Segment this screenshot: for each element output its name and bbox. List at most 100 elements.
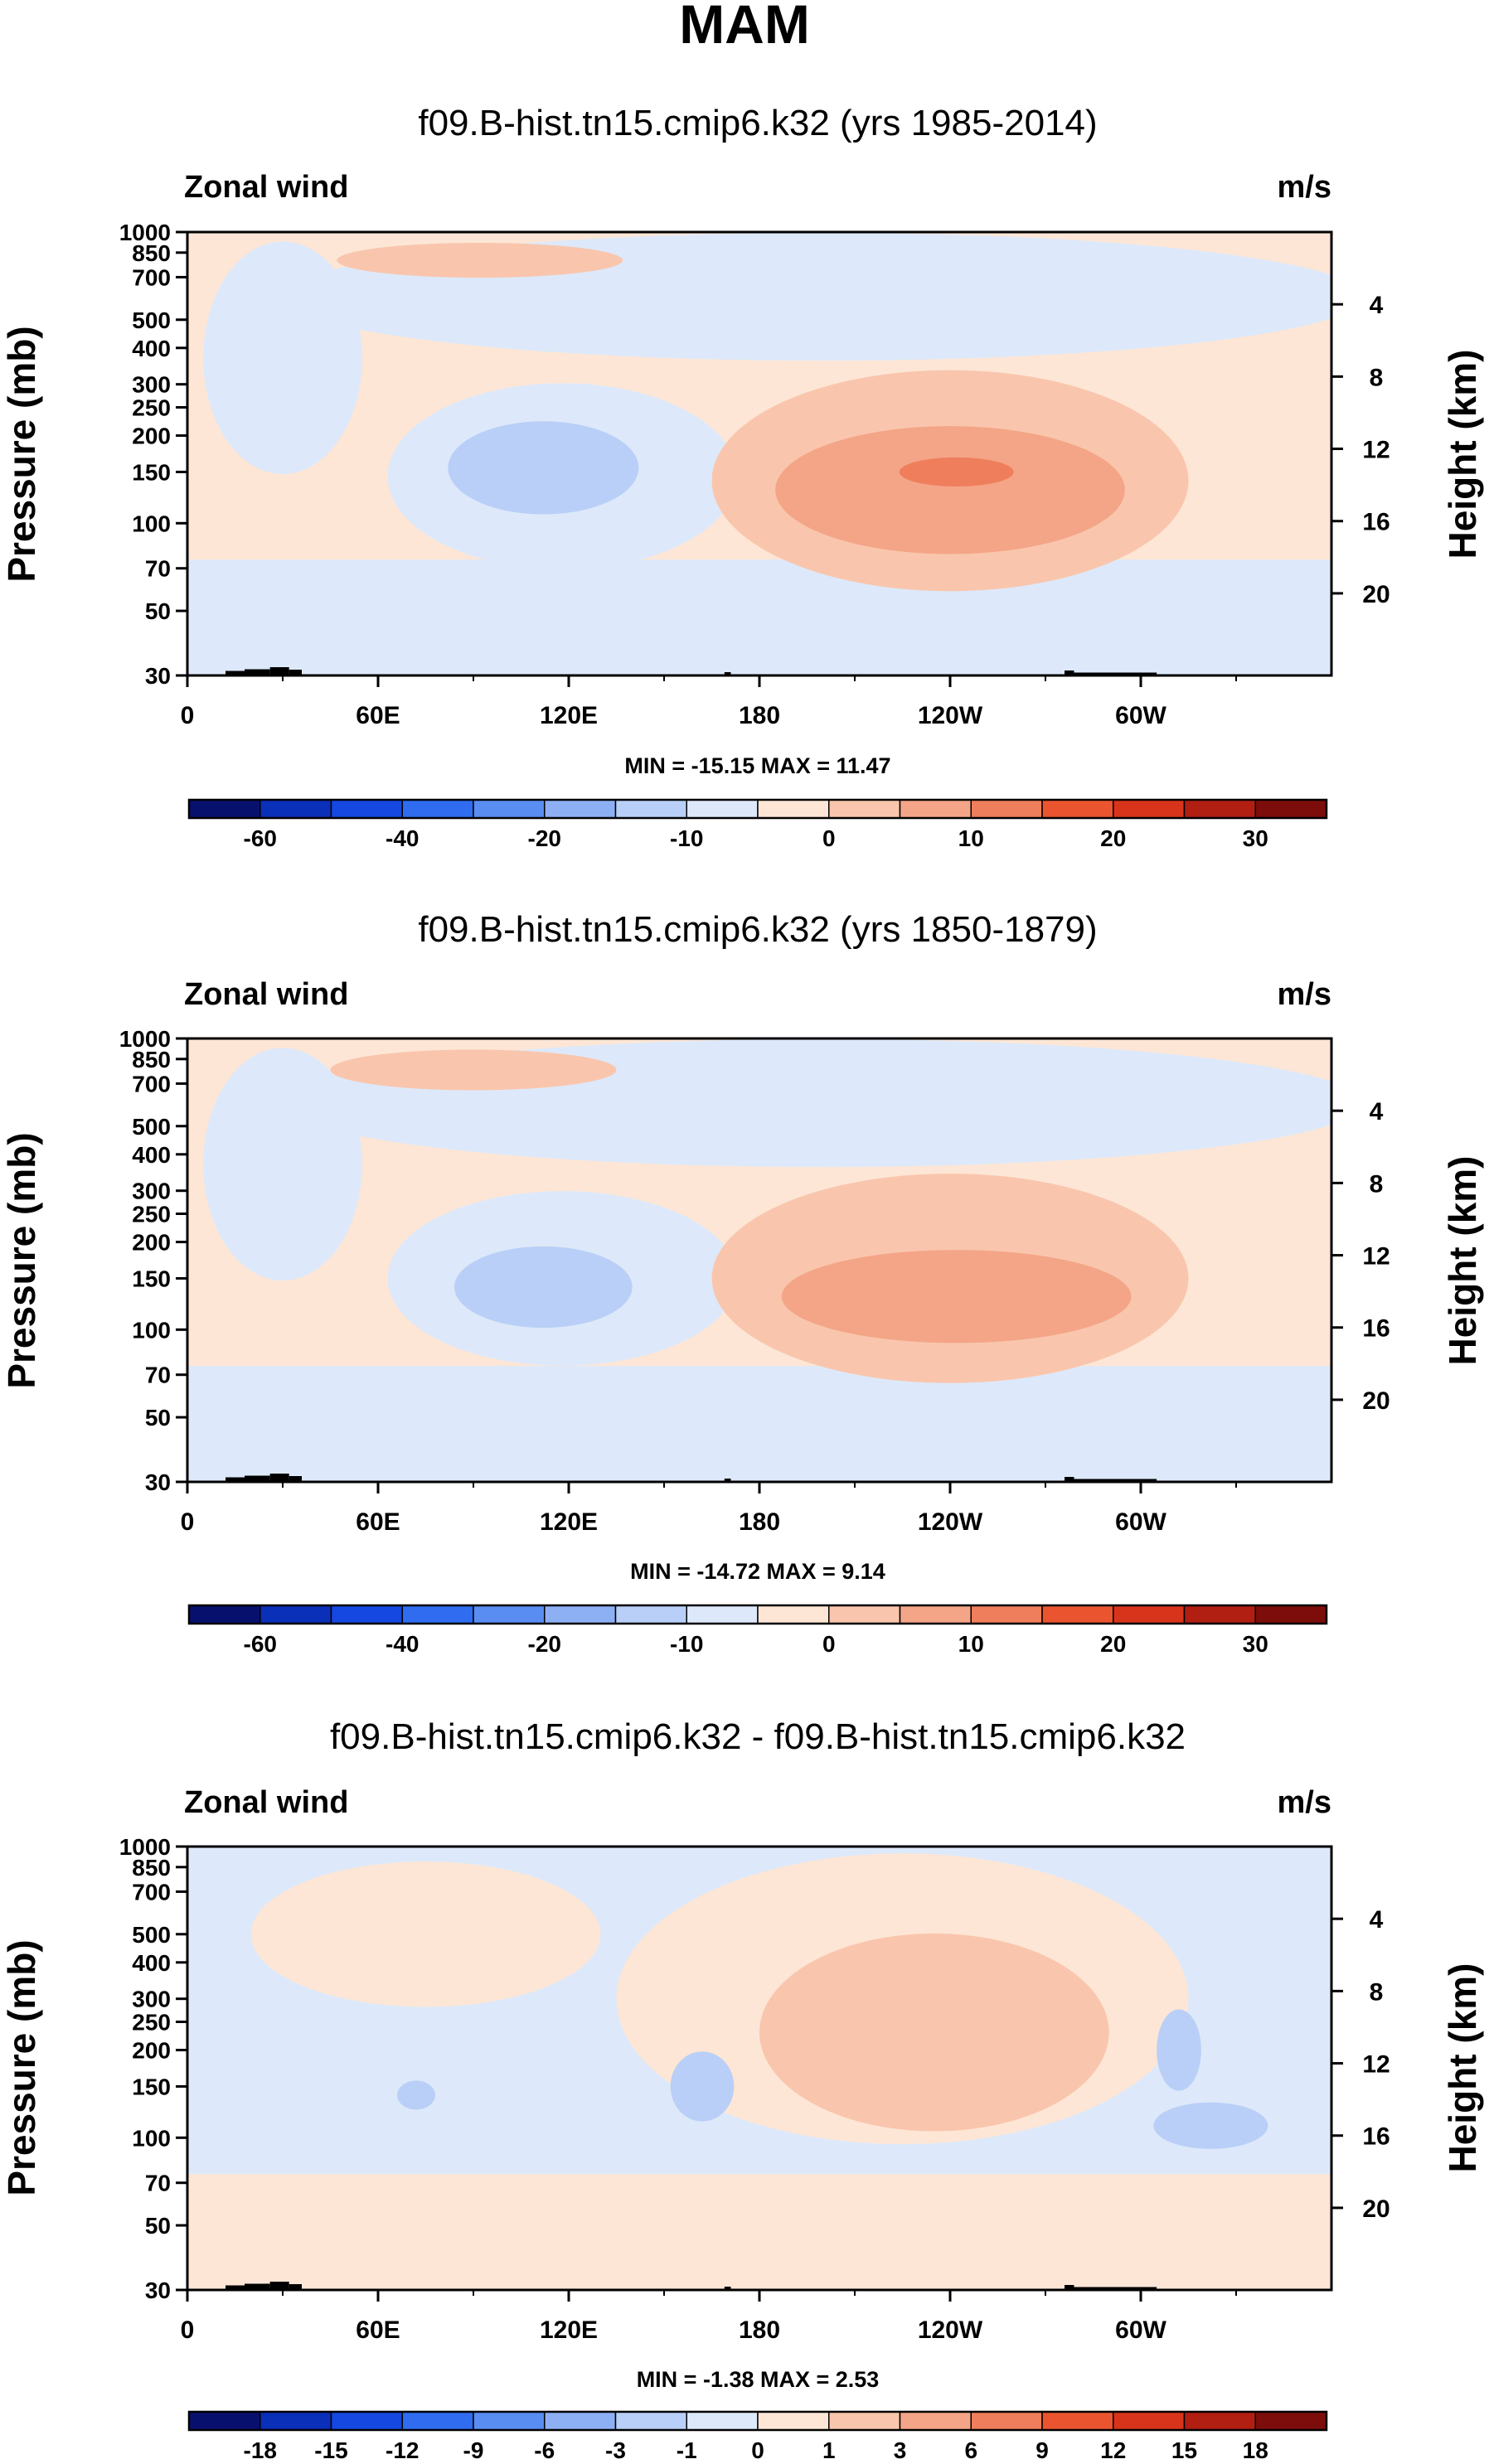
y-tick-label: 1000 (119, 220, 171, 245)
x-tick-label: 0 (181, 2316, 195, 2344)
colorbar-swatch (828, 799, 901, 819)
colorbar-label: 9 (1036, 2437, 1049, 2463)
x-tick-label: 120E (540, 702, 598, 729)
x-tick-label: 60W (1115, 2316, 1166, 2344)
colorbar-swatch (757, 1605, 830, 1624)
colorbar-label: -60 (244, 825, 277, 851)
colorbar-swatch (970, 1605, 1043, 1624)
colorbar-label: 1 (822, 2437, 836, 2463)
colorbar-swatch (686, 1605, 759, 1624)
y2-tick-label: 16 (1362, 509, 1390, 536)
topography (226, 1477, 245, 1482)
colorbar-swatch (970, 799, 1043, 819)
topography (724, 1479, 731, 1482)
colorbar-swatch (1041, 2411, 1114, 2431)
colorbar-swatch (188, 799, 261, 819)
colorbar-label: -9 (463, 2437, 484, 2463)
contour-region (250, 1861, 601, 2007)
colorbar-label: -60 (244, 1631, 277, 1657)
colorbar-label: 10 (958, 825, 984, 851)
colorbar-label: -10 (670, 825, 703, 851)
y-axis-label: Pressure (mb) (0, 1132, 43, 1388)
y-tick-label: 50 (145, 2213, 171, 2239)
colorbar-swatch (1183, 799, 1256, 819)
topography (1065, 670, 1074, 675)
colorbar-frame (187, 1604, 1328, 1625)
colorbar-swatch (1041, 1605, 1114, 1624)
colorbar-label: 30 (1243, 1631, 1268, 1657)
contour-region (337, 242, 623, 278)
x-tick-label: 120W (918, 1508, 983, 1536)
panel-3: f09.B-hist.tn15.cmip6.k32 - f09.B-hist.t… (0, 1716, 1484, 2463)
y-tick-label: 100 (132, 1317, 171, 1343)
y2-tick-label: 8 (1370, 1978, 1384, 2006)
colorbar-frame (187, 2410, 1328, 2432)
x-tick-label: 180 (739, 702, 780, 729)
y-tick-label: 100 (132, 2125, 171, 2151)
colorbar-label: -15 (314, 2437, 347, 2463)
x-tick-label: 0 (181, 1508, 195, 1536)
colorbar-swatch (757, 2411, 830, 2431)
y2-axis-label: Height (km) (1441, 1963, 1484, 2173)
field-label: Zonal wind (184, 1785, 348, 1820)
contour-region (203, 241, 362, 475)
contour-region (448, 421, 639, 515)
contour-region (759, 1933, 1109, 2132)
stats-text: MIN = -15.15 MAX = 11.47 (624, 753, 890, 778)
x-tick-label: 60E (356, 1508, 400, 1536)
colorbar-label: 18 (1243, 2437, 1268, 2463)
colorbar-swatch (473, 799, 546, 819)
contour-band (187, 2174, 1331, 2290)
topography (1065, 2285, 1074, 2290)
y-tick-label: 50 (145, 598, 171, 624)
units-label: m/s (1278, 170, 1331, 205)
y-tick-label: 300 (132, 1179, 171, 1204)
colorbar-swatch (330, 799, 403, 819)
x-tick-label: 60E (356, 2316, 400, 2344)
y2-tick-label: 16 (1362, 1315, 1390, 1343)
y-tick-label: 850 (132, 1855, 171, 1881)
contour-region (330, 1049, 617, 1091)
colorbar-swatch (473, 2411, 546, 2431)
y-tick-label: 30 (145, 2278, 171, 2303)
y2-tick-label: 12 (1362, 1243, 1390, 1271)
colorbar-swatch (686, 799, 759, 819)
y-tick-label: 400 (132, 1950, 171, 1976)
colorbar-swatch (614, 2411, 687, 2431)
y-tick-label: 500 (132, 1922, 171, 1948)
y2-tick-label: 20 (1362, 1387, 1390, 1415)
y-tick-label: 70 (145, 2171, 171, 2196)
y-tick-label: 250 (132, 395, 171, 421)
y-tick-label: 700 (132, 1879, 171, 1905)
figure-title: MAM (679, 0, 810, 55)
colorbar-swatch (259, 2411, 332, 2431)
y-tick-label: 850 (132, 1047, 171, 1072)
colorbar-label: 0 (751, 2437, 764, 2463)
y-tick-label: 500 (132, 1114, 171, 1140)
colorbar-frame (187, 798, 1328, 820)
colorbar-label: 6 (964, 2437, 977, 2463)
y-tick-label: 30 (145, 663, 171, 689)
colorbar-swatch (330, 1605, 403, 1624)
y-tick-label: 500 (132, 307, 171, 333)
topography (269, 667, 289, 675)
colorbar-swatch (614, 1605, 687, 1624)
contour-region (775, 426, 1125, 554)
topography (245, 2283, 270, 2290)
colorbar-swatch (1113, 2411, 1186, 2431)
contour-region (1157, 2009, 1201, 2091)
colorbar-label: 0 (822, 825, 836, 851)
colorbar-label: 15 (1171, 2437, 1197, 2463)
colorbar-swatch (1113, 799, 1186, 819)
colorbar-swatch (259, 1605, 332, 1624)
x-tick-label: 60W (1115, 702, 1166, 729)
colorbar-swatch (686, 2411, 759, 2431)
contour-region (670, 2051, 735, 2122)
topography (1074, 1479, 1157, 1482)
colorbar-swatch (544, 799, 617, 819)
topography (289, 1476, 302, 1482)
y2-tick-label: 4 (1370, 1098, 1384, 1126)
topography (269, 1474, 289, 1482)
